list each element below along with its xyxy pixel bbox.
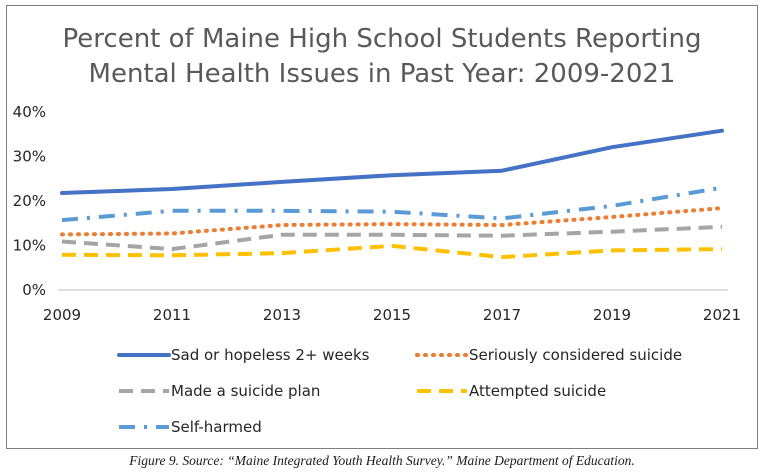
x-tick-label: 2013 bbox=[263, 306, 301, 324]
series-line-sad-or-hopeless-2-weeks bbox=[60, 128, 724, 195]
x-tick-label: 2021 bbox=[703, 306, 741, 324]
x-tick-label: 2015 bbox=[373, 306, 411, 324]
series-line-attempted-suicide bbox=[61, 243, 723, 260]
y-tick-label: 10% bbox=[13, 237, 46, 255]
legend-label-seriously-considered-suicide: Seriously considered suicide bbox=[469, 346, 682, 364]
chart: Percent of Maine High School Students Re… bbox=[13, 24, 741, 436]
chart-title-line-2: Mental Health Issues in Past Year: 2009-… bbox=[89, 59, 676, 89]
x-tick-label: 2011 bbox=[153, 306, 191, 324]
y-tick-label: 20% bbox=[13, 192, 46, 210]
series-layer bbox=[60, 128, 724, 260]
legend: Sad or hopeless 2+ weeks Seriously consid… bbox=[117, 346, 682, 436]
legend-label-self-harmed: Self-harmed bbox=[171, 418, 262, 436]
legend-label-sad-or-hopeless-2-weeks: Sad or hopeless 2+ weeks bbox=[171, 346, 370, 364]
y-tick-label: 30% bbox=[13, 148, 46, 166]
y-tick-label: 40% bbox=[13, 103, 46, 121]
chart-title-line-1: Percent of Maine High School Students Re… bbox=[63, 24, 702, 54]
chart-frame bbox=[6, 5, 758, 449]
x-tick-label: 2009 bbox=[43, 306, 81, 324]
axes: 0% 10% 20% 30% 40% 2009 2011 2013 2015 2017 2019 20… bbox=[13, 103, 741, 324]
figure-caption: Figure 9. Source: “Maine Integrated Yout… bbox=[129, 453, 635, 468]
legend-label-made-a-suicide-plan: Made a suicide plan bbox=[171, 382, 320, 400]
legend-label-attempted-suicide: Attempted suicide bbox=[469, 382, 606, 400]
x-tick-label: 2017 bbox=[483, 306, 521, 324]
x-tick-label: 2019 bbox=[593, 306, 631, 324]
series-line-seriously-considered-suicide bbox=[60, 206, 724, 237]
y-tick-label: 0% bbox=[22, 281, 46, 299]
series-line-made-a-suicide-plan bbox=[61, 224, 723, 252]
